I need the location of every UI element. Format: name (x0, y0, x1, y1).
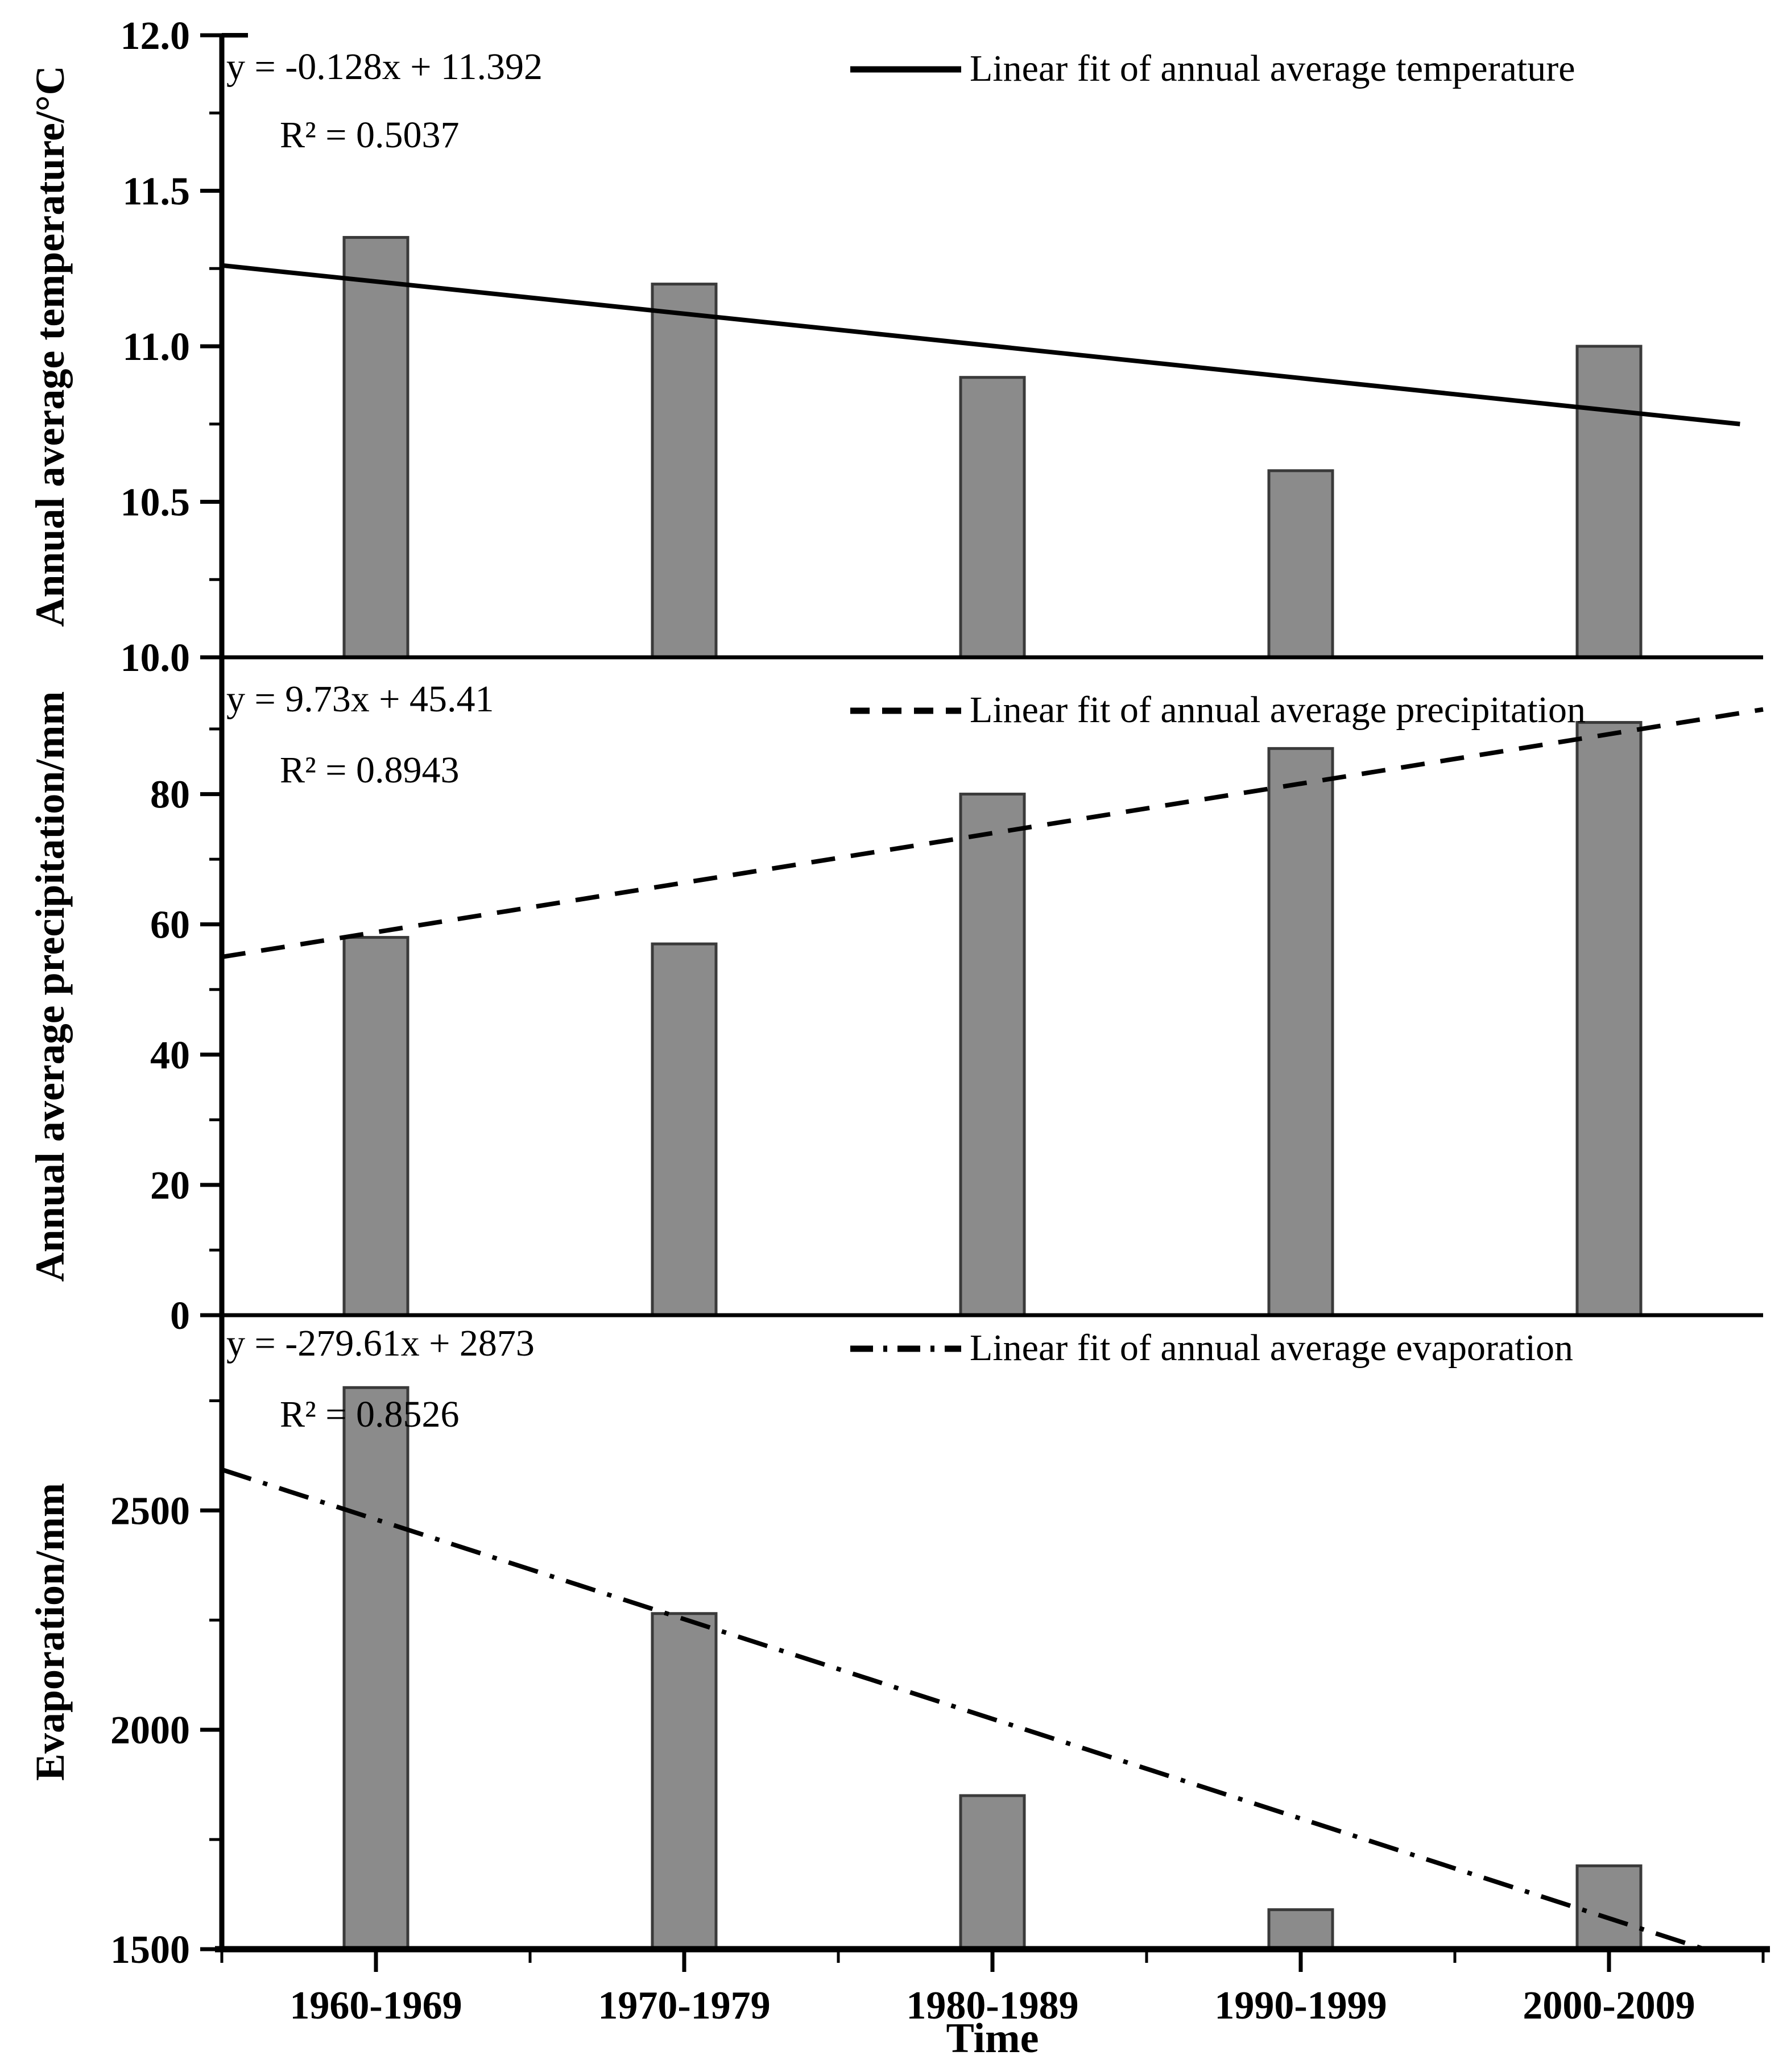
bar-2000-2009-annual-average-precipitation (1575, 721, 1643, 1317)
bar-1970-1979-annual-average-evaporation (651, 1612, 718, 1951)
bar-1960-1969-annual-average-evaporation (342, 1386, 409, 1951)
y-tick-label-annual-average-evaporation-2500: 2500 (110, 1489, 190, 1533)
bar-1960-1969-annual-average-precipitation (342, 936, 409, 1317)
bar-1990-1999-annual-average-precipitation (1267, 747, 1334, 1317)
trend-line-annual-average-evaporation (221, 1467, 1706, 1951)
y-axis-title-temperature: Annual average temperature/°C (27, 65, 73, 627)
y-tick-label-annual-average-precipitation-20: 20 (150, 1164, 190, 1208)
bar-1970-1979-annual-average-temperature (651, 283, 718, 659)
r-squared-temperature: R² = 0.5037 (280, 114, 460, 156)
trend-line-annual-average-precipitation (221, 707, 1764, 959)
y-tick-label-annual-average-temperature-10.5: 10.5 (121, 481, 191, 525)
legend-label-precipitation: Linear fit of annual average precipitati… (970, 689, 1586, 731)
bar-1990-1999-annual-average-evaporation (1267, 1908, 1334, 1951)
trend-line-annual-average-temperature (221, 263, 1740, 426)
x-tick-label-1970-1979: 1970-1979 (598, 1984, 770, 2028)
y-axis-title-precipitation: Annual average precipitation/mm (27, 691, 73, 1282)
y-tick-label-annual-average-temperature-11.0: 11.0 (122, 325, 190, 369)
y-tick-label-annual-average-temperature-11.5: 11.5 (122, 170, 190, 214)
y-tick-label-annual-average-evaporation-1500: 1500 (110, 1928, 190, 1972)
bar-1980-1989-annual-average-temperature (959, 376, 1026, 659)
y-axis-title-evaporation: Evaporation/mm (27, 1482, 73, 1781)
x-tick-label-1960-1969: 1960-1969 (289, 1984, 462, 2028)
fit-equation-evaporation: y = -279.61x + 2873 (226, 1323, 535, 1364)
r-squared-evaporation: R² = 0.8526 (280, 1394, 460, 1435)
x-tick-label-1990-1999: 1990-1999 (1214, 1984, 1387, 2028)
legend-label-temperature: Linear fit of annual average temperature (970, 48, 1575, 89)
fit-equation-temperature: y = -0.128x + 11.392 (226, 46, 543, 88)
y-tick-label-annual-average-precipitation-40: 40 (150, 1034, 190, 1078)
x-axis-title: Time (946, 2015, 1039, 2062)
r-squared-precipitation: R² = 0.8943 (280, 749, 460, 791)
x-tick-label-1980-1989: 1980-1989 (906, 1984, 1078, 2028)
bar-1980-1989-annual-average-precipitation (959, 793, 1026, 1317)
y-tick-label-annual-average-precipitation-60: 60 (150, 904, 190, 947)
bar-1980-1989-annual-average-evaporation (959, 1794, 1026, 1951)
x-tick-label-2000-2009: 2000-2009 (1523, 1984, 1695, 2028)
y-tick-label-annual-average-precipitation-0: 0 (170, 1294, 190, 1338)
y-tick-label-annual-average-evaporation-2000: 2000 (110, 1709, 190, 1752)
bar-2000-2009-annual-average-evaporation (1575, 1864, 1643, 1951)
y-tick-label-annual-average-precipitation-80: 80 (150, 773, 190, 817)
bar-1990-1999-annual-average-temperature (1267, 469, 1334, 659)
y-tick-label-annual-average-temperature-12.0: 12.0 (121, 14, 191, 58)
y-tick-label-annual-average-temperature-10.0: 10.0 (121, 636, 191, 680)
bar-1970-1979-annual-average-precipitation (651, 942, 718, 1317)
legend-label-evaporation: Linear fit of annual average evaporation (970, 1327, 1573, 1369)
bar-1960-1969-annual-average-temperature (342, 236, 409, 659)
fit-equation-precipitation: y = 9.73x + 45.41 (226, 678, 494, 720)
bar-2000-2009-annual-average-temperature (1575, 345, 1643, 659)
